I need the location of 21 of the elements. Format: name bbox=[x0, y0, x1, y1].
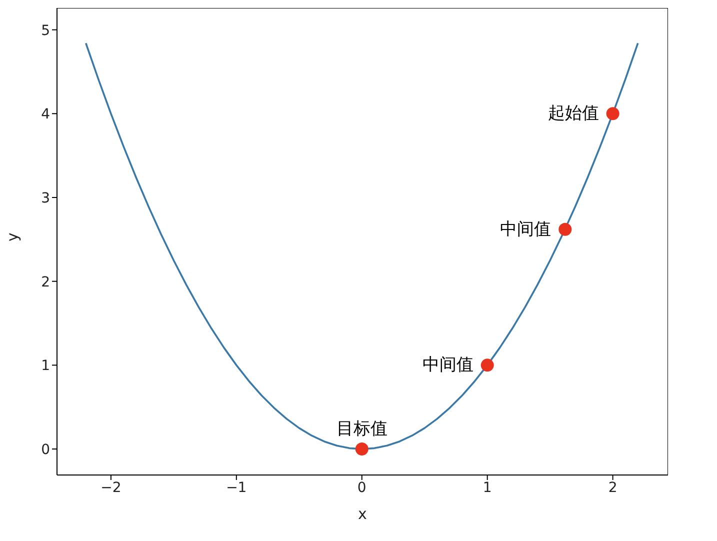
x-tick-label: 2 bbox=[608, 480, 618, 496]
point bbox=[558, 222, 572, 236]
annotation: 起始值 bbox=[548, 104, 599, 124]
point bbox=[606, 107, 620, 120]
annotation: 中间值 bbox=[422, 355, 474, 376]
y-axis-title: y bbox=[3, 232, 22, 242]
x-tick-label: −2 bbox=[100, 480, 122, 496]
y-tick-label: 4 bbox=[41, 106, 50, 123]
x-tick-label: 1 bbox=[482, 480, 492, 496]
y-tick-label: 0 bbox=[41, 442, 50, 458]
point bbox=[480, 358, 494, 372]
y-tick-label: 3 bbox=[41, 190, 50, 206]
annotation: 目标值 bbox=[336, 419, 388, 440]
x-axis-title: x bbox=[358, 505, 368, 523]
x-tick-label: −1 bbox=[226, 480, 247, 496]
point bbox=[355, 442, 368, 456]
x-tick-label: 0 bbox=[357, 480, 366, 496]
y-tick-label: 5 bbox=[41, 22, 50, 39]
y-tick-label: 2 bbox=[41, 274, 50, 290]
y-tick-label: 1 bbox=[41, 358, 50, 374]
annotation: 中间值 bbox=[500, 219, 552, 240]
